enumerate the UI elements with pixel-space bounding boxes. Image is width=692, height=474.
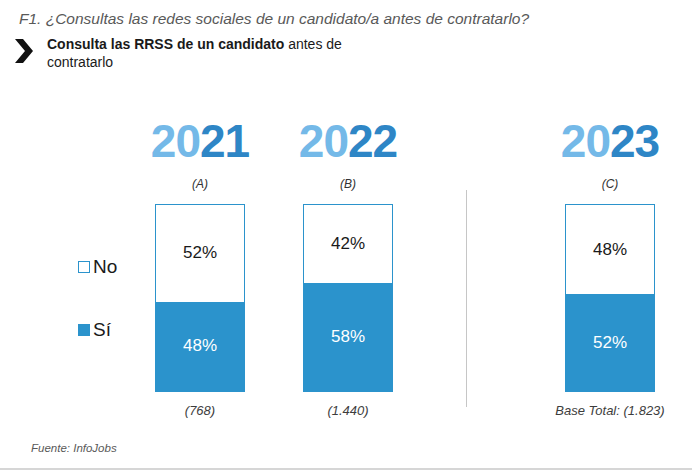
bottom-rule <box>0 468 692 470</box>
column-divider-line <box>466 190 467 407</box>
si-segment: 52% <box>566 294 654 391</box>
base-label-2022: (1.440) <box>268 403 428 418</box>
subtitle: Consulta las RRSS de un candidato antes … <box>47 36 347 71</box>
subtitle-bold-text: Consulta las RRSS de un candidato <box>47 36 284 52</box>
si-swatch-icon <box>78 324 90 336</box>
base-label-2023: Base Total: (1.823) <box>530 403 690 418</box>
page-title: F1. ¿Consultas las redes sociales de un … <box>19 10 659 28</box>
legend-label-no: No <box>93 256 117 278</box>
no-value-label: 42% <box>331 234 365 254</box>
no-segment: 42% <box>304 205 392 283</box>
si-segment: 58% <box>304 283 392 391</box>
no-value-label: 48% <box>593 240 627 260</box>
no-swatch-icon <box>78 261 90 273</box>
stacked-bar-2022: 42% 58% <box>303 204 393 392</box>
chart-column-2023: 2023 (C) 48% 52% Base Total: (1.823) <box>530 118 690 418</box>
legend-label-si: Sí <box>93 319 111 341</box>
year-suffix: 23 <box>610 115 659 167</box>
no-segment: 48% <box>566 205 654 294</box>
year-label-2023: 2023 <box>530 118 690 164</box>
si-value-label: 52% <box>593 333 627 353</box>
base-label-2021: (768) <box>120 403 280 418</box>
stacked-bar-2021: 52% 48% <box>155 204 245 392</box>
source-note: Fuente: InfoJobs <box>31 442 117 454</box>
year-label-2021: 2021 <box>120 118 280 164</box>
chart-column-2022: 2022 (B) 42% 58% (1.440) <box>268 118 428 418</box>
year-prefix: 20 <box>299 115 348 167</box>
si-segment: 48% <box>156 302 244 391</box>
year-prefix: 20 <box>561 115 610 167</box>
year-prefix: 20 <box>151 115 200 167</box>
legend-item-si: Sí <box>78 319 111 341</box>
stacked-bar-2023: 48% 52% <box>565 204 655 392</box>
year-suffix: 21 <box>200 115 249 167</box>
si-value-label: 48% <box>183 336 217 356</box>
slide-canvas: F1. ¿Consultas las redes sociales de un … <box>0 0 692 474</box>
column-letter-b: (B) <box>268 177 428 192</box>
no-value-label: 52% <box>183 243 217 263</box>
chart-column-2021: 2021 (A) 52% 48% (768) <box>120 118 280 418</box>
year-suffix: 22 <box>348 115 397 167</box>
column-letter-a: (A) <box>120 177 280 192</box>
si-value-label: 58% <box>331 327 365 347</box>
legend-item-no: No <box>78 256 117 278</box>
no-segment: 52% <box>156 205 244 302</box>
chevron-right-icon <box>15 39 33 63</box>
year-label-2022: 2022 <box>268 118 428 164</box>
column-letter-c: (C) <box>530 177 690 192</box>
